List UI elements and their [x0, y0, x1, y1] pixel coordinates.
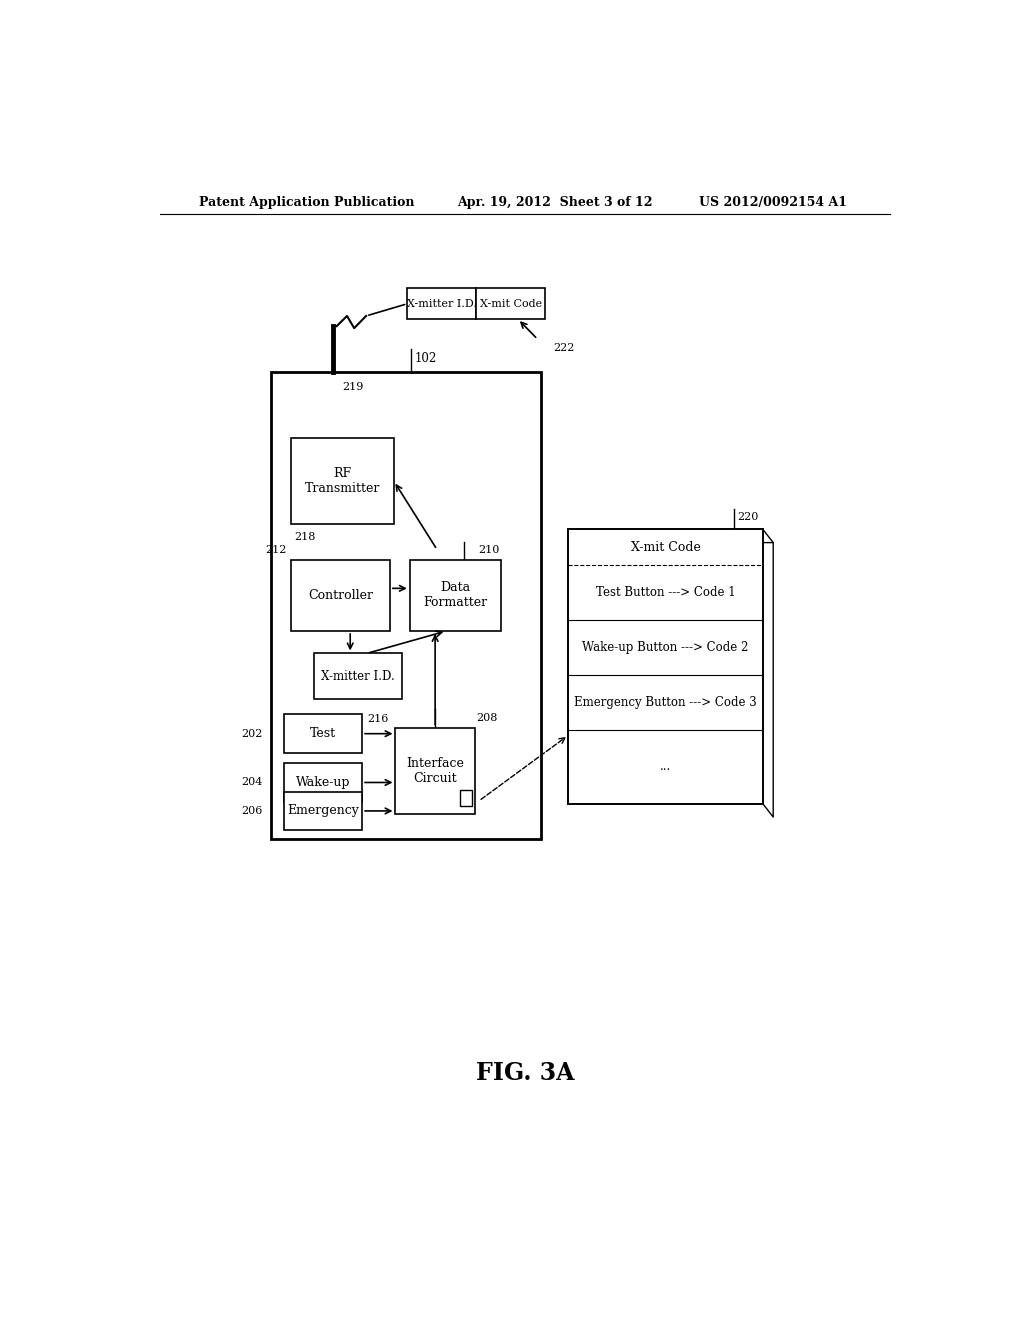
- Text: Controller: Controller: [308, 589, 373, 602]
- Text: X-mit Code: X-mit Code: [631, 541, 700, 553]
- Bar: [270, 372, 541, 840]
- Text: 216: 216: [368, 714, 389, 725]
- Text: Emergency: Emergency: [288, 804, 359, 817]
- Text: 206: 206: [242, 807, 263, 816]
- Text: 220: 220: [737, 512, 758, 523]
- Text: Test: Test: [310, 727, 336, 741]
- Text: Interface
Circuit: Interface Circuit: [407, 756, 464, 785]
- Text: FIG. 3A: FIG. 3A: [475, 1061, 574, 1085]
- Text: 218: 218: [295, 532, 316, 543]
- Text: Wake-up Button ---> Code 2: Wake-up Button ---> Code 2: [583, 642, 749, 653]
- Text: US 2012/0092154 A1: US 2012/0092154 A1: [699, 195, 848, 209]
- Text: RF
Transmitter: RF Transmitter: [304, 467, 380, 495]
- Bar: [285, 763, 362, 801]
- Bar: [291, 438, 394, 524]
- Text: Wake-up: Wake-up: [296, 776, 350, 789]
- Bar: [410, 560, 501, 631]
- Bar: [314, 653, 401, 700]
- Bar: [285, 714, 362, 752]
- Text: Patent Application Publication: Patent Application Publication: [200, 195, 415, 209]
- Text: 204: 204: [242, 777, 263, 788]
- Text: Test Button ---> Code 1: Test Button ---> Code 1: [596, 586, 735, 599]
- Bar: [285, 792, 362, 830]
- Text: ...: ...: [660, 760, 672, 774]
- Text: Apr. 19, 2012  Sheet 3 of 12: Apr. 19, 2012 Sheet 3 of 12: [458, 195, 653, 209]
- Text: 222: 222: [553, 343, 574, 354]
- Text: 208: 208: [476, 713, 498, 722]
- Bar: [408, 289, 476, 319]
- Text: X-mit Code: X-mit Code: [480, 298, 542, 309]
- Text: 102: 102: [415, 352, 437, 366]
- Bar: [568, 529, 763, 804]
- Text: Emergency Button ---> Code 3: Emergency Button ---> Code 3: [574, 696, 757, 709]
- Text: ⋯: ⋯: [324, 725, 333, 739]
- Bar: [291, 560, 390, 631]
- Text: 219: 219: [342, 381, 364, 392]
- Text: 212: 212: [265, 545, 287, 554]
- Text: 202: 202: [242, 729, 263, 739]
- Bar: [395, 727, 475, 814]
- Text: X-mitter I.D.: X-mitter I.D.: [322, 669, 395, 682]
- Bar: [460, 789, 472, 805]
- Text: Data
Formatter: Data Formatter: [423, 581, 487, 610]
- Bar: [476, 289, 546, 319]
- Text: 210: 210: [478, 545, 500, 554]
- Text: X-mitter I.D.: X-mitter I.D.: [407, 298, 477, 309]
